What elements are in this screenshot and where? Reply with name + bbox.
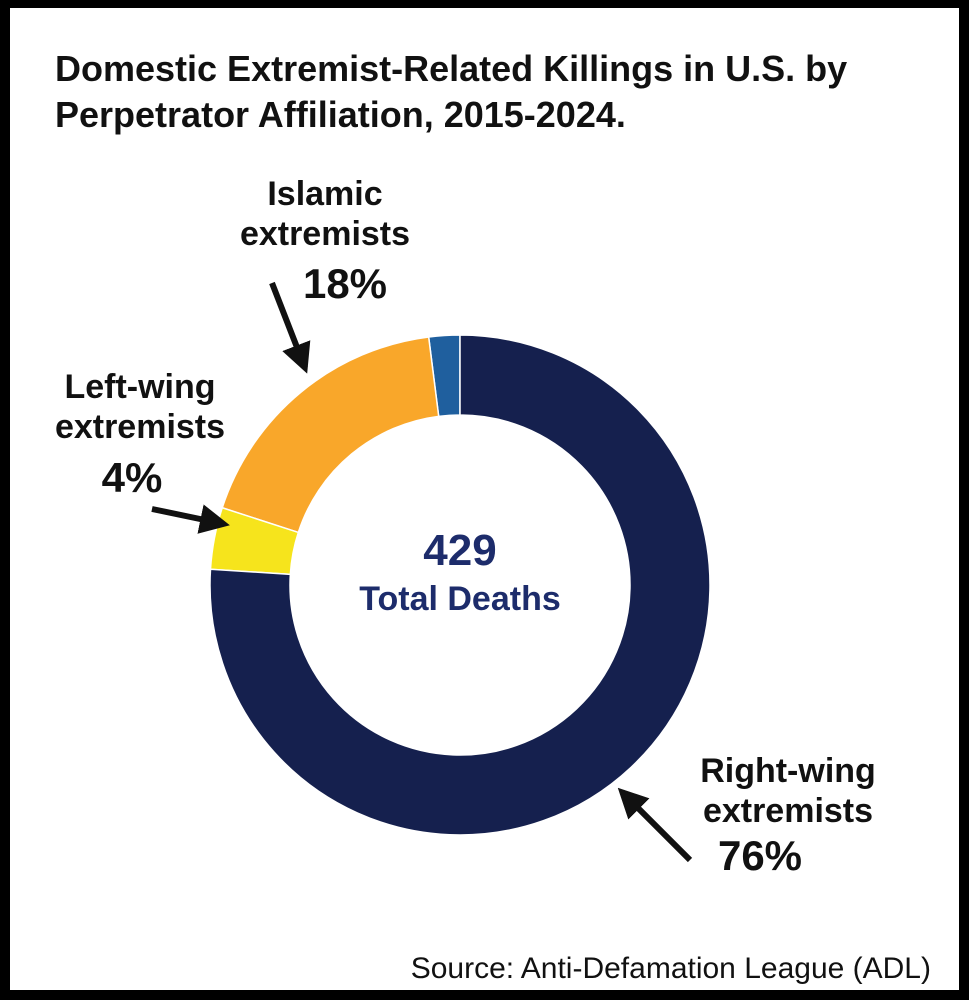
donut-segment	[221, 336, 440, 534]
donut-segment	[209, 506, 300, 576]
arrow	[151, 504, 230, 534]
center-label: Total Deaths	[359, 580, 561, 618]
center-value: 429	[423, 526, 496, 575]
arrow	[269, 281, 311, 374]
donut-segment	[209, 334, 711, 836]
value-label: 76%	[718, 832, 802, 879]
source: Source: Anti-Defamation League (ADL)	[410, 952, 931, 985]
value-label: 4%	[102, 454, 163, 501]
category-label: Right-wing extremists	[700, 752, 876, 830]
value-label: 18%	[303, 260, 387, 307]
arrow	[617, 787, 693, 863]
category-label: Islamic extremists	[240, 175, 410, 253]
chart-title: Domestic Extremist-Related Killings in U…	[55, 48, 848, 135]
category-label: Left-wing extremists	[55, 368, 225, 446]
